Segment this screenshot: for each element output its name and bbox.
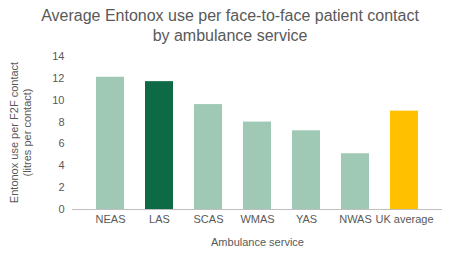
svg-text:YAS: YAS [296,213,317,225]
svg-text:UK average: UK average [375,213,433,225]
svg-text:4: 4 [58,159,64,171]
svg-text:Entonox use per F2F contact(li: Entonox use per F2F contact(litres per c… [8,62,33,203]
html-text:Average Entonox use per face-t: Average Entonox use per face-to-face pat… [41,7,419,44]
svg-text:8: 8 [58,116,64,128]
svg-text:SCAS: SCAS [194,213,224,225]
svg-text:Ambulance service: Ambulance service [211,236,304,248]
svg-text:NWAS: NWAS [339,213,372,225]
svg-text:0: 0 [58,203,64,215]
svg-text:NEAS: NEAS [96,213,126,225]
svg-text:6: 6 [58,137,64,149]
svg-text:WMAS: WMAS [240,213,274,225]
svg-text:LAS: LAS [149,213,170,225]
svg-text:10: 10 [52,94,64,106]
svg-text:2: 2 [58,181,64,193]
svg-text:12: 12 [52,72,64,84]
svg-text:14: 14 [52,50,64,62]
